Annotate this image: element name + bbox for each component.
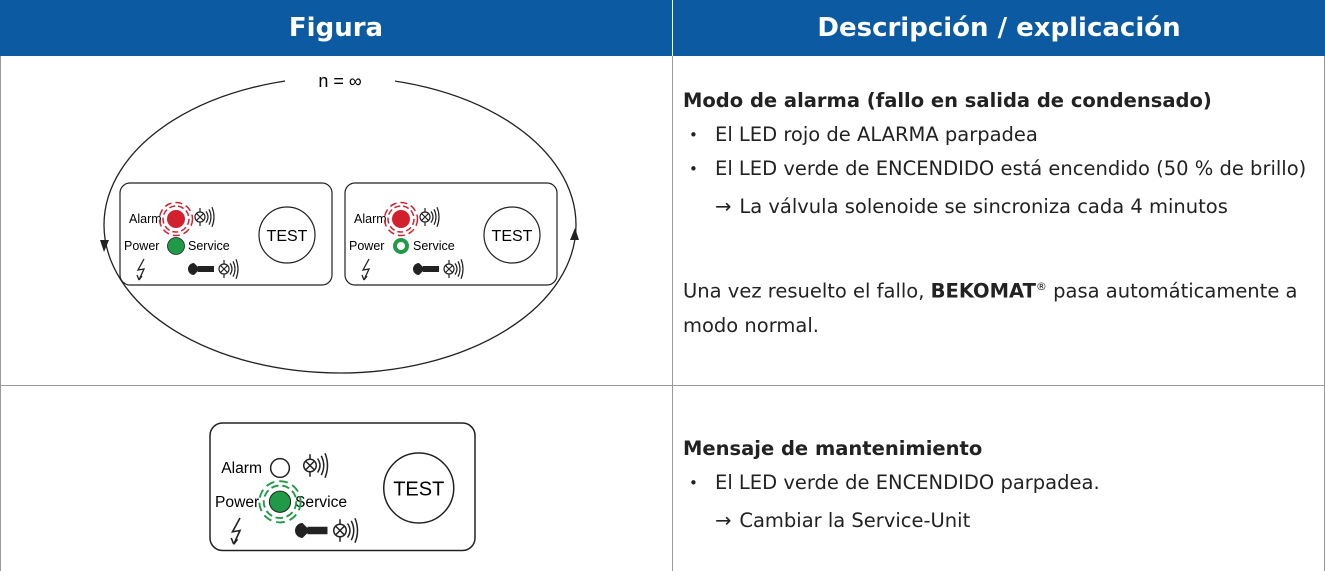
alarm-label: Alarm [354, 212, 387, 226]
power-label: Power [349, 239, 384, 253]
wrench-icon [188, 263, 214, 275]
icon [436, 206, 440, 228]
cell [0, 56, 673, 386]
power-label: Power [124, 239, 159, 253]
test-button [383, 452, 455, 524]
blink-ring [262, 484, 298, 519]
icon [454, 263, 458, 275]
heading: Modo de alarma (fallo en salida de conde… [683, 89, 1212, 112]
icon [196, 208, 204, 226]
header-description: Descripción / explicación [673, 0, 1325, 56]
cell [0, 385, 673, 571]
header-figure: Figura [0, 0, 672, 56]
led [392, 210, 410, 228]
icon [430, 211, 434, 223]
heading: Mensaje de mantenimiento [683, 437, 983, 460]
icon [324, 452, 329, 479]
led [269, 457, 291, 479]
brand: BEKOMAT [930, 279, 1036, 303]
led [167, 210, 185, 228]
icon [205, 211, 209, 223]
icon [350, 520, 355, 541]
figures: n = ∞ Alarm Power Service TEST Alarm Power Ser… [100, 68, 579, 552]
icon [208, 209, 212, 225]
icon [445, 260, 453, 278]
device-panel: Alarm Power Service TEST [119, 182, 333, 286]
bullet: El LED verde de ENCENDIDO parpadea. [683, 466, 1313, 500]
note-text: Una vez resuelto el fallo, [683, 279, 931, 303]
test-label: TEST [267, 228, 308, 245]
loop-label: n = ∞ [318, 71, 362, 91]
blink-ring [158, 201, 194, 237]
alarm-label: Alarm [221, 460, 262, 477]
led [268, 490, 292, 513]
icon [346, 523, 351, 538]
service-label: Service [188, 239, 230, 253]
trademark: ® [1035, 280, 1047, 293]
power-icon [230, 517, 242, 545]
bullet: El LED rojo de ALARMA parpadea [683, 118, 1313, 152]
icon [220, 260, 228, 278]
blink-ring [383, 201, 419, 237]
icon [235, 258, 239, 280]
test-button [258, 206, 316, 264]
arrowhead [100, 240, 109, 252]
arrow-item: La válvula solenoide se sincroniza cada … [683, 190, 1313, 224]
blink-ring [387, 205, 415, 233]
service-label: Service [295, 494, 347, 511]
icon [433, 209, 437, 225]
note-text: pasa automáticamente a modo normal. [683, 279, 1298, 337]
blink-ring [162, 205, 190, 233]
power-label: Power [215, 494, 259, 511]
blink-ring [258, 480, 302, 524]
service-label: Service [413, 239, 455, 253]
loop-gap [285, 68, 395, 88]
arrow-item: Cambiar la Service-Unit [683, 504, 1313, 538]
icon [305, 454, 315, 477]
wrench-icon [295, 523, 328, 538]
power-icon [361, 258, 371, 281]
description: Mensaje de mantenimiento El LED verde de… [683, 432, 1313, 538]
icon [316, 458, 321, 473]
icon [421, 208, 429, 226]
icon [320, 455, 325, 476]
wrench-icon [413, 263, 439, 275]
device-panel: Alarm Power Service TEST [344, 182, 558, 286]
alarm-label: Alarm [129, 212, 162, 226]
led [167, 237, 185, 255]
icon [232, 261, 236, 277]
test-label: TEST [393, 479, 444, 501]
description: Modo de alarma (fallo en salida de conde… [683, 84, 1313, 343]
icon [460, 258, 464, 280]
note: Una vez resuelto el fallo, BEKOMAT® pasa… [683, 270, 1313, 343]
led-core [397, 242, 405, 250]
bullet: El LED verde de ENCENDIDO está encendido… [683, 152, 1313, 186]
icon [335, 519, 345, 542]
icon [211, 206, 215, 228]
power-icon [136, 258, 146, 281]
test-label: TEST [492, 228, 533, 245]
arrowhead [570, 228, 579, 240]
icon [229, 263, 233, 275]
icon [354, 517, 359, 544]
test-button [483, 206, 541, 264]
icon [457, 261, 461, 277]
device-panel: Alarm Power Service TEST [209, 422, 476, 552]
